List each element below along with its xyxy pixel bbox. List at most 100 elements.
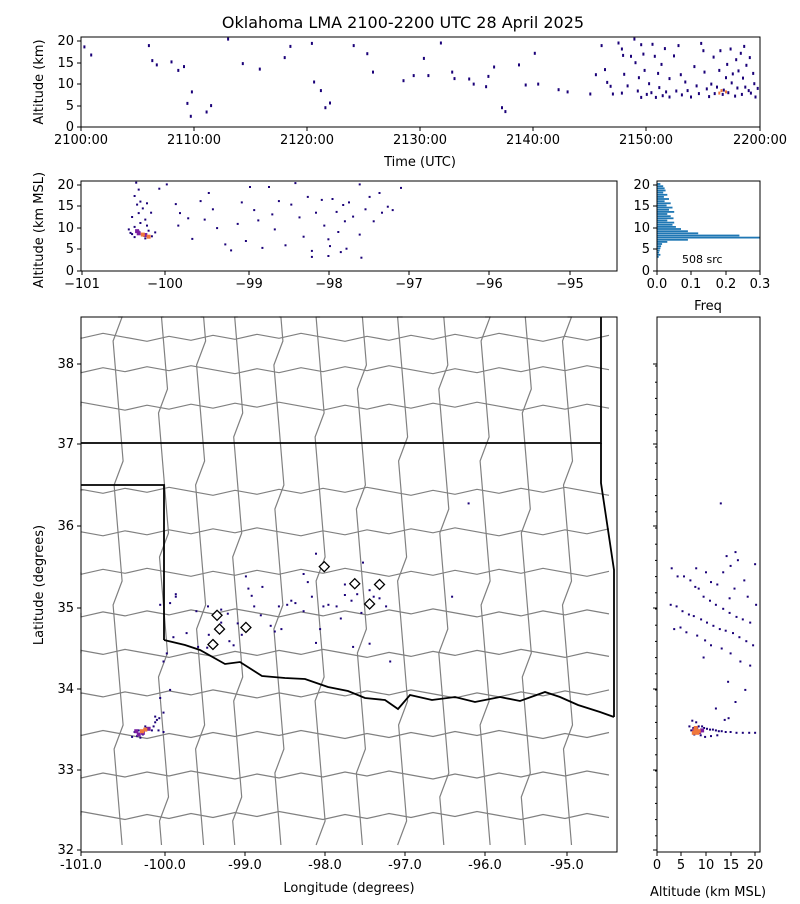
plan-view-point (139, 736, 142, 739)
time-altitude-panel: 2100:00 2110:00 2120:00 2130:00 2140:00 2150:… (54, 34, 787, 148)
lon-altitude-point (144, 237, 147, 240)
time-altitude-point (524, 83, 527, 87)
time-altitude-point (716, 85, 718, 89)
lon-panel-ylabel: Altitude (km MSL) (32, 172, 47, 288)
lon-altitude-point (191, 237, 194, 240)
map-lat-axis-tick-label: 33 (57, 763, 74, 778)
lon-altitude-point (290, 203, 293, 206)
lon-altitude-point (211, 208, 214, 211)
lon-altitude-point (329, 245, 331, 248)
time-altitude-point (155, 63, 158, 67)
lon-altitude-point (165, 183, 168, 186)
lon-altitude-point (386, 205, 389, 208)
county-boundary (80, 608, 610, 618)
time-altitude-point (722, 88, 725, 92)
lon-altitude-point (339, 251, 342, 254)
lon-altitude-point (244, 240, 247, 242)
lon-altitude-point (133, 236, 136, 239)
histogram-bar (657, 187, 665, 190)
histogram-bar (657, 236, 760, 239)
time-altitude-point (468, 77, 471, 81)
time-altitude-point (749, 91, 752, 95)
time-altitude-point (637, 76, 640, 80)
lon-altitude-point (136, 203, 139, 206)
histogram-frame (656, 180, 761, 272)
county-boundary (438, 316, 450, 846)
plan-view-point (137, 729, 140, 732)
plan-view-point (236, 622, 239, 625)
altitude-latitude-point (720, 730, 723, 733)
map-lon-axis-tick-label: -101.0 (60, 858, 102, 873)
altitude-latitude-point (723, 718, 726, 721)
county-boundary (273, 316, 285, 846)
time-altitude-point (611, 92, 614, 96)
lon-altitude-point (306, 195, 309, 198)
lon-axis-tick-label: −100 (147, 277, 183, 292)
lon-altitude-point (158, 187, 161, 190)
lon-altitude-point (199, 200, 202, 203)
altitude-latitude-panel: 0 5 10 15 20 (653, 363, 763, 873)
lon-altitude-point (331, 198, 334, 200)
plan-view-point (220, 608, 223, 611)
time-altitude-point (712, 55, 715, 59)
county-boundary (112, 316, 124, 846)
altitude-latitude-point (714, 729, 717, 732)
lon-altitude-point (146, 224, 148, 227)
map-lon-axis-tick-label: -98.0 (308, 858, 342, 873)
plan-view-dense-cell (146, 726, 151, 731)
plan-view-point (253, 605, 256, 608)
plan-view-panel: -101.0 -100.0 -99.0 -98.0 -97.0 -96.0 -95.0 32 3… (57, 316, 615, 873)
time-altitude-point (725, 76, 727, 80)
county-boundary (561, 316, 574, 846)
freq-axis-tick-label: 0.3 (750, 277, 771, 292)
plan-view-point (172, 636, 175, 639)
time-altitude-point (739, 51, 742, 55)
histogram-bar (657, 228, 681, 230)
plan-view-point (174, 595, 177, 598)
histogram-bar (657, 213, 668, 215)
plan-view-point (277, 605, 280, 608)
time-altitude-point (258, 67, 261, 71)
histogram-bar (657, 217, 674, 220)
lon-altitude-point (154, 231, 157, 234)
lon-altitude-point (268, 186, 270, 188)
lon-axis-tick-label: −95 (556, 277, 583, 292)
lon-altitude-point (146, 202, 148, 205)
lon-axis-tick-label: −101 (64, 277, 100, 292)
altitude-latitude-point (735, 731, 738, 734)
time-altitude-point (241, 62, 244, 66)
lon-altitude-point (137, 212, 140, 215)
plan-view-point (240, 633, 243, 636)
map-lon-axis-tick-label: -100.0 (144, 858, 186, 873)
plan-view-point (368, 642, 371, 645)
plan-view-point (315, 552, 317, 555)
plan-view-point (315, 641, 317, 644)
histogram-bar (657, 230, 688, 233)
altitude-latitude-point (714, 603, 717, 606)
plan-view-point (280, 628, 283, 631)
time-altitude-point (673, 54, 675, 58)
altitude-latitude-hot-point (696, 729, 701, 734)
histogram-bar (657, 223, 673, 226)
map-lon-axis-tick-label: -99.0 (228, 858, 262, 873)
altitude-latitude-point (716, 734, 719, 737)
plan-view-point (306, 581, 309, 584)
plan-view-point (144, 725, 147, 728)
time-altitude-point (747, 89, 750, 93)
map-lon-axis-tick-label: -95.0 (550, 858, 584, 873)
lon-altitude-point (150, 211, 153, 214)
altitude-latitude-point (695, 721, 698, 724)
hist-y-tick-label: 0 (642, 264, 650, 279)
time-altitude-point (660, 62, 663, 66)
plan-view-point (174, 593, 177, 596)
time-altitude-point (518, 63, 520, 67)
time-altitude-point (735, 58, 738, 62)
time-altitude-point (210, 104, 213, 108)
time-altitude-point (501, 106, 503, 110)
lon-axis-tick-label: −98 (315, 277, 342, 292)
time-altitude-point (636, 89, 639, 93)
altitude-latitude-point (706, 727, 708, 730)
time-axis-tick-label: 2120:00 (280, 133, 334, 148)
time-altitude-point (734, 94, 737, 98)
lon-altitude-point (310, 255, 313, 258)
